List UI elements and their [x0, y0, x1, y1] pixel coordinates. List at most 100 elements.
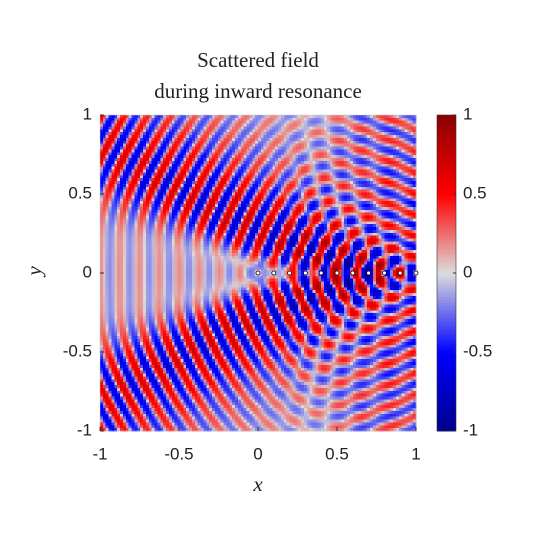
field-cell [174, 169, 178, 173]
field-cell [183, 160, 187, 165]
field-cell [223, 238, 227, 242]
field-cell [157, 229, 161, 234]
field-cell [324, 160, 328, 165]
field-cell [122, 132, 127, 136]
field-cell [361, 152, 365, 156]
field-cell [364, 155, 368, 159]
field-cell [407, 241, 411, 245]
field-cell [125, 175, 130, 179]
field-cell [186, 132, 190, 136]
field-cell [324, 140, 328, 145]
field-cell [183, 186, 187, 191]
field-cell [108, 129, 112, 133]
field-cell [191, 155, 196, 159]
field-cell [137, 221, 141, 225]
field-cell [189, 149, 193, 153]
field-cell [329, 140, 334, 145]
field-cell [183, 227, 187, 231]
field-cell [272, 155, 276, 159]
field-cell [335, 175, 339, 179]
field-cell [209, 120, 213, 125]
field-cell [131, 129, 135, 133]
field-cell [166, 183, 170, 188]
field-cell [298, 227, 302, 231]
field-cell [329, 160, 334, 165]
field-cell [255, 160, 259, 165]
field-cell [298, 166, 302, 170]
field-cell [306, 235, 311, 239]
field-cell [355, 135, 359, 139]
field-cell [203, 160, 207, 165]
field-cell [137, 181, 141, 185]
field-cell [266, 186, 270, 191]
field-cell [145, 227, 150, 231]
field-cell [387, 120, 391, 125]
field-cell [163, 221, 167, 225]
field-cell [398, 215, 403, 219]
field-cell [280, 149, 285, 153]
field-cell [246, 206, 250, 211]
field-cell [209, 212, 213, 216]
field-cell [364, 192, 368, 196]
field-cell [232, 115, 236, 119]
field-cell [364, 206, 368, 211]
field-cell [309, 149, 313, 153]
field-cell [395, 132, 400, 136]
field-cell [266, 221, 270, 225]
field-cell [358, 186, 362, 191]
field-cell [246, 192, 250, 196]
field-cell [191, 140, 196, 145]
field-cell [191, 169, 196, 173]
field-cell [174, 227, 178, 231]
field-cell [329, 126, 334, 130]
field-cell [295, 137, 299, 142]
field-cell [258, 137, 262, 142]
field-cell [280, 169, 285, 173]
field-cell [249, 189, 253, 193]
field-cell [105, 204, 110, 208]
field-cell [108, 166, 112, 170]
field-cell [395, 218, 400, 222]
field-cell [217, 140, 222, 145]
field-cell [214, 224, 219, 228]
field-cell [309, 238, 313, 242]
field-cell [280, 221, 285, 225]
field-cell [286, 123, 290, 127]
field-cell [278, 115, 282, 119]
field-cell [120, 241, 124, 245]
field-cell [358, 169, 362, 173]
field-cell [223, 146, 227, 150]
field-cell [361, 115, 365, 119]
field-cell [151, 218, 155, 222]
field-cell [318, 160, 322, 165]
field-cell [355, 152, 359, 156]
field-cell [148, 178, 153, 182]
field-cell [212, 149, 216, 153]
field-cell [217, 224, 222, 228]
field-cell [390, 189, 394, 193]
field-cell [105, 149, 110, 153]
field-cell [114, 195, 118, 199]
field-cell [145, 137, 150, 142]
field-cell [174, 215, 178, 219]
field-cell [272, 227, 276, 231]
field-cell [312, 224, 316, 228]
field-cell [390, 172, 394, 176]
field-cell [108, 195, 112, 199]
field-cell [137, 189, 141, 193]
field-cell [154, 229, 158, 234]
field-cell [237, 146, 242, 150]
field-cell [260, 183, 265, 188]
field-cell [390, 135, 394, 139]
field-cell [143, 198, 147, 202]
field-cell [145, 126, 150, 130]
field-cell [309, 120, 313, 125]
field-cell [407, 232, 411, 237]
field-cell [292, 181, 296, 185]
field-cell [303, 186, 308, 191]
field-cell [197, 206, 201, 211]
field-cell [260, 238, 265, 242]
field-cell [145, 183, 150, 188]
field-cell [272, 135, 276, 139]
field-cell [226, 181, 230, 185]
